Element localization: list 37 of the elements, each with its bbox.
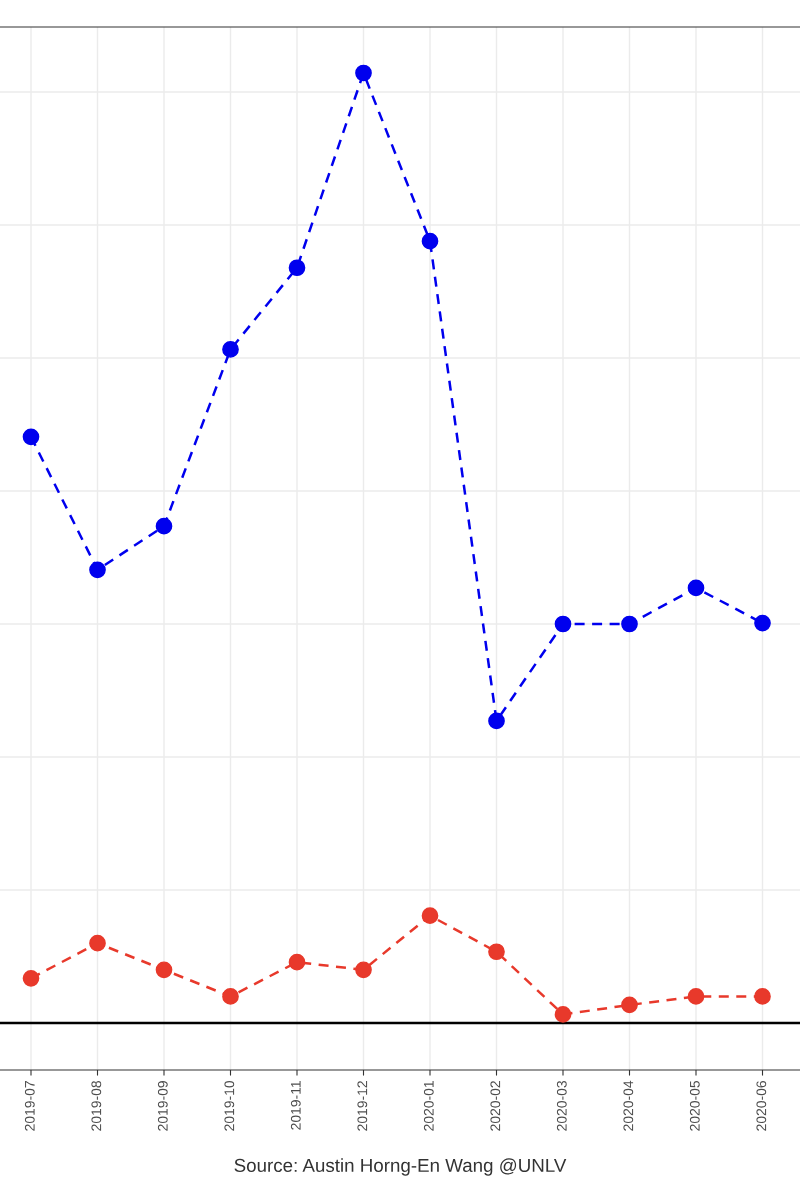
x-tick-label: 2020-01 <box>423 1081 434 1131</box>
point <box>687 579 705 597</box>
x-tick-label: 2019-10 <box>224 1080 235 1131</box>
point <box>89 561 106 579</box>
point <box>754 614 771 632</box>
x-tick-label: 2020-04 <box>623 1080 634 1131</box>
x-tick-label: 2020-06 <box>756 1081 767 1131</box>
point <box>355 961 372 979</box>
x-tick-label: 2020-03 <box>556 1081 567 1131</box>
point <box>621 996 638 1014</box>
point <box>621 615 638 633</box>
x-tick-label: 2019-11 <box>290 1081 301 1130</box>
source-note: Source: Austin Horng-En Wang @UNLV <box>234 1158 567 1176</box>
point <box>687 988 705 1005</box>
x-tick-label: 2019-12 <box>357 1081 368 1131</box>
point <box>488 943 505 961</box>
point <box>22 970 40 987</box>
point <box>22 428 40 446</box>
point <box>554 1006 572 1023</box>
point <box>554 615 572 633</box>
point <box>488 712 505 730</box>
point <box>754 988 771 1005</box>
point <box>288 953 306 971</box>
point <box>89 934 106 952</box>
point <box>355 64 372 82</box>
point <box>288 259 306 277</box>
x-tick-label: 2019-07 <box>24 1081 35 1131</box>
point <box>421 232 439 250</box>
x-tick-label: 2020-02 <box>490 1081 501 1131</box>
x-tick-label: 2019-09 <box>157 1081 168 1131</box>
point <box>155 517 173 535</box>
point <box>155 961 173 979</box>
point <box>222 341 239 358</box>
point <box>222 988 239 1005</box>
point <box>421 907 439 924</box>
x-tick-label: 2020-05 <box>689 1080 700 1131</box>
x-tick-label: 2019-08 <box>91 1081 102 1131</box>
